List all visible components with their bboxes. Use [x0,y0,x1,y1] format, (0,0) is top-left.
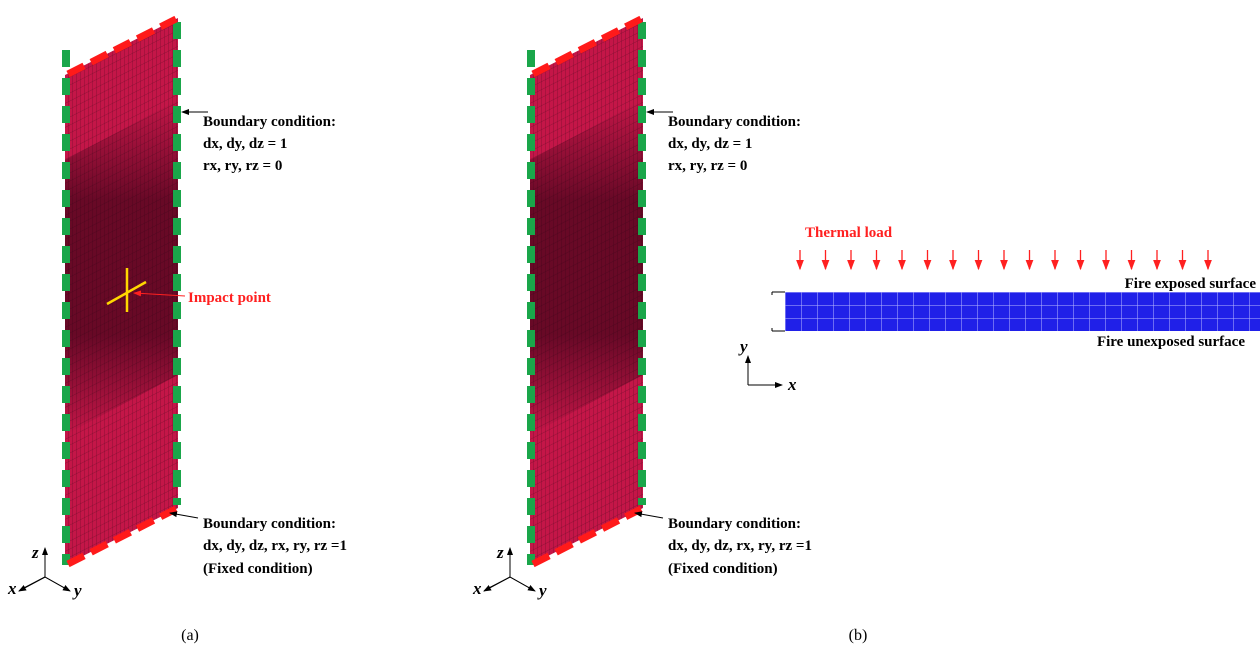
axis-triad [19,550,69,591]
top-edge-support [66,15,178,78]
top-boundary-line: rx, ry, rz = 0 [668,158,747,174]
panel-a: Boundary condition: dx, dy, dz = 1 rx, ry,… [7,15,347,644]
axis-triad [484,550,534,591]
bottom-boundary-title: Boundary condition: [203,516,336,532]
panel-b: Boundary condition: dx, dy, dz = 1 rx, ry,… [472,15,868,644]
plate-shade [65,100,178,435]
bottom-boundary-title: Boundary condition: [668,516,801,532]
caption: (b) [849,627,868,644]
section-axes [747,356,782,385]
top-edge-support [531,15,643,78]
x-label: x [472,579,482,598]
bottom-arrow [634,511,664,519]
bottom-boundary-line: (Fixed condition) [668,561,778,577]
bottom-arrow [169,511,199,519]
top-surface-label: Fire exposed surface [1125,276,1257,292]
impact-cross [106,268,147,312]
y-axis [44,576,71,592]
bottom-boundary-line: dx, dy, dz, rx, ry, rz =1 [203,538,347,554]
top-boundary-line: dx, dy, dz = 1 [668,136,752,152]
impact-arrow [133,290,186,297]
top-boundary-line: rx, ry, rz = 0 [203,158,282,174]
bottom-edge-support [66,505,178,568]
section-y-label: y [738,337,748,356]
bottom-boundary-line: (Fixed condition) [203,561,313,577]
bottom-boundary-line: dx, dy, dz, rx, ry, rz =1 [668,538,812,554]
z-label: z [496,543,504,562]
y-axis [509,576,536,592]
x-label: x [7,579,17,598]
top-boundary-title: Boundary condition: [203,114,336,130]
x-axis [483,576,511,592]
top-boundary-line: dx, dy, dz = 1 [203,136,287,152]
cross-section: Thermal load Fire exposed surface Fire u… [738,225,1260,394]
section-x-label: x [787,375,797,394]
plate-shade [530,100,643,435]
thermal-load-label: Thermal load [805,225,893,241]
bottom-surface-label: Fire unexposed surface [1097,334,1245,350]
y-label: y [537,581,547,600]
bottom-edge-support [531,505,643,568]
x-axis [18,576,46,592]
section-bracket [771,291,785,332]
thermal-load-arrows [796,250,1212,271]
z-label: z [31,543,39,562]
impact-label: Impact point [188,290,271,306]
caption: (a) [181,627,199,644]
top-boundary-title: Boundary condition: [668,114,801,130]
y-label: y [72,581,82,600]
section-mesh [785,292,1260,331]
